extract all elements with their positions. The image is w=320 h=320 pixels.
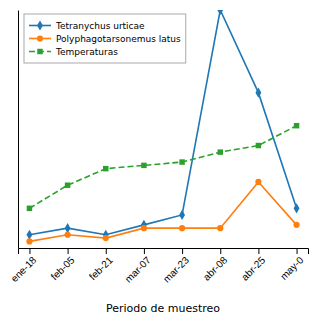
x-tick-label: ene-18	[9, 254, 39, 284]
x-axis-line	[19, 249, 309, 255]
x-tick: abr-08	[201, 248, 230, 283]
point	[217, 10, 223, 15]
point	[65, 232, 71, 238]
point	[293, 222, 299, 228]
point	[294, 123, 299, 128]
legend-item: Polyphagotarsonemus latus	[29, 34, 181, 44]
legend-item: Temperaturas	[29, 47, 118, 57]
x-tick-label: abr-25	[239, 254, 268, 283]
legend-marker	[37, 20, 43, 30]
x-tick-label: mar-23	[161, 254, 191, 284]
point	[217, 149, 222, 154]
x-tick-label: mar-07	[123, 254, 153, 284]
x-tick-mark	[297, 248, 298, 254]
point	[141, 163, 146, 168]
legend-label: Temperaturas	[55, 47, 118, 57]
point	[255, 179, 261, 185]
x-tick-label: abr-08	[201, 254, 230, 283]
point	[179, 225, 185, 231]
legend-box	[24, 14, 186, 63]
legend-marker	[37, 35, 43, 41]
x-tick: abr-25	[239, 248, 268, 283]
legend: Tetranychus urticae Polyphagotarsonemus l…	[24, 14, 186, 63]
series-line	[29, 126, 296, 209]
point	[65, 182, 70, 187]
series-line	[29, 182, 296, 242]
x-tick-mark	[220, 248, 221, 254]
point	[179, 159, 184, 164]
y-axis	[18, 11, 19, 249]
point	[141, 225, 147, 231]
x-tick-mark	[144, 248, 145, 254]
x-tick: mar-23	[161, 248, 191, 285]
point	[179, 210, 185, 220]
x-tick: feb-05	[49, 248, 77, 282]
x-tick-label: may-0	[278, 254, 306, 282]
x-tick-mark	[258, 248, 259, 254]
x-tick-mark	[182, 248, 183, 254]
x-tick: mar-07	[123, 248, 153, 285]
point	[27, 206, 32, 211]
legend-label: Tetranychus urticae	[55, 21, 145, 31]
x-axis-title: Periodo de muestreo	[106, 302, 220, 315]
point	[256, 143, 261, 148]
x-axis: ene-18 feb-05 feb-21 mar-07 mar-23 abr-08 abr-…	[9, 248, 309, 285]
point	[255, 88, 261, 98]
x-tick: ene-18	[9, 248, 39, 284]
x-tick-label: feb-05	[49, 254, 77, 282]
legend-marker	[37, 49, 42, 54]
point	[217, 225, 223, 231]
x-tick-mark	[29, 248, 30, 254]
point	[103, 166, 108, 171]
x-tick-mark	[106, 248, 107, 254]
legend-label: Polyphagotarsonemus latus	[56, 34, 181, 44]
point	[103, 235, 109, 241]
point	[294, 203, 300, 213]
x-tick: may-0	[278, 248, 306, 282]
point	[26, 238, 32, 244]
x-tick: feb-21	[87, 248, 115, 282]
y-axis-line	[18, 11, 19, 249]
x-tick-label: feb-21	[87, 254, 115, 282]
plot: ene-18 feb-05 feb-21 mar-07 mar-23 abr-08 abr-…	[9, 5, 309, 285]
legend-item: Tetranychus urticae	[29, 20, 145, 30]
chart: ene-18 feb-05 feb-21 mar-07 mar-23 abr-08 abr-…	[0, 0, 320, 320]
x-tick-mark	[68, 248, 69, 254]
